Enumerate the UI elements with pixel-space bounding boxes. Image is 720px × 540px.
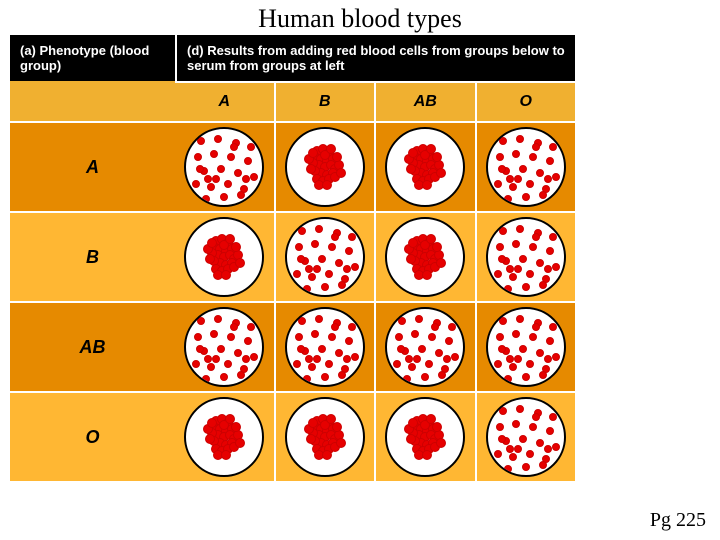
dish-B-AB	[385, 217, 465, 297]
dish-A-AB	[385, 127, 465, 207]
dish-AB-B	[285, 307, 365, 387]
cell-A-O	[475, 123, 576, 211]
cell-AB-O	[475, 303, 576, 391]
header-row: (a) Phenotype (blood group) (d) Results …	[10, 35, 575, 81]
dish-AB-O	[486, 307, 566, 387]
blood-type-table: (a) Phenotype (blood group) (d) Results …	[10, 35, 575, 481]
cell-AB-B	[274, 303, 375, 391]
row-O: O	[10, 391, 575, 481]
column-header-O: O	[475, 83, 576, 121]
dish-O-B	[285, 397, 365, 477]
column-header-B: B	[274, 83, 375, 121]
column-header-AB: AB	[374, 83, 475, 121]
column-headers: ABABO	[10, 81, 575, 121]
dish-B-B	[285, 217, 365, 297]
cell-A-B	[274, 123, 375, 211]
cell-AB-AB	[374, 303, 475, 391]
footer-text: Pg 225	[650, 509, 706, 531]
row-label-AB: AB	[10, 303, 175, 391]
dish-AB-A	[184, 307, 264, 387]
cell-O-O	[475, 393, 576, 481]
row-B: B	[10, 211, 575, 301]
cell-B-B	[274, 213, 375, 301]
dish-AB-AB	[385, 307, 465, 387]
row-label-O: O	[10, 393, 175, 481]
cell-O-A	[175, 393, 274, 481]
title-text: Human blood types	[258, 4, 462, 33]
column-header-A: A	[175, 83, 274, 121]
cell-O-B	[274, 393, 375, 481]
row-A: A	[10, 121, 575, 211]
row-AB: AB	[10, 301, 575, 391]
dish-O-AB	[385, 397, 465, 477]
dish-A-O	[486, 127, 566, 207]
dish-O-A	[184, 397, 264, 477]
dish-B-O	[486, 217, 566, 297]
header-results: (d) Results from adding red blood cells …	[175, 35, 575, 81]
cell-A-A	[175, 123, 274, 211]
cell-A-AB	[374, 123, 475, 211]
dish-B-A	[184, 217, 264, 297]
cell-B-AB	[374, 213, 475, 301]
page-footer: Pg 225	[650, 509, 706, 532]
col-spacer	[10, 81, 175, 121]
row-label-A: A	[10, 123, 175, 211]
dish-A-A	[184, 127, 264, 207]
cell-B-A	[175, 213, 274, 301]
dish-O-O	[486, 397, 566, 477]
row-label-B: B	[10, 213, 175, 301]
cell-AB-A	[175, 303, 274, 391]
dish-A-B	[285, 127, 365, 207]
cell-B-O	[475, 213, 576, 301]
cell-O-AB	[374, 393, 475, 481]
page-title: Human blood types	[0, 4, 720, 34]
header-phenotype: (a) Phenotype (blood group)	[10, 35, 175, 81]
